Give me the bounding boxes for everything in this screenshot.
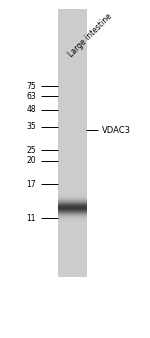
Text: Large intestine: Large intestine bbox=[66, 12, 114, 59]
Text: VDAC3: VDAC3 bbox=[102, 126, 131, 135]
Text: 25: 25 bbox=[26, 146, 36, 155]
Text: 17: 17 bbox=[26, 180, 36, 189]
Text: 48: 48 bbox=[26, 105, 36, 114]
Text: 11: 11 bbox=[27, 214, 36, 222]
Text: 35: 35 bbox=[26, 122, 36, 131]
Text: 63: 63 bbox=[26, 92, 36, 101]
Text: 20: 20 bbox=[26, 156, 36, 165]
Text: 75: 75 bbox=[26, 82, 36, 91]
